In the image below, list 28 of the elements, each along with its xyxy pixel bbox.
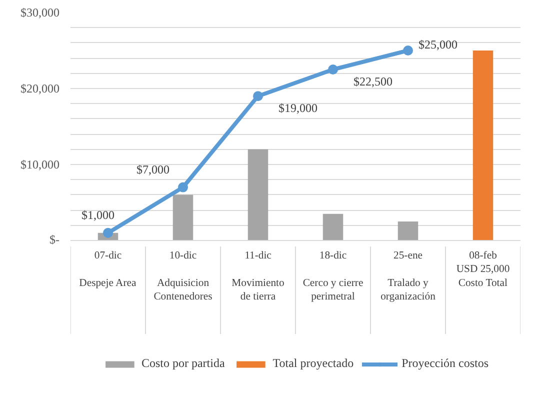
point (103, 228, 113, 238)
y-tick-label: $20,000 (20, 82, 60, 96)
y-tick-label: $30,000 (20, 6, 60, 20)
point (253, 91, 263, 102)
legend-label: Proyección costos (402, 356, 489, 371)
bar (172, 194, 194, 240)
point (178, 182, 188, 192)
data-label: $7,000 (136, 162, 170, 176)
data-label: $25,000 (418, 38, 458, 52)
data-label: $1,000 (82, 208, 114, 222)
bar (322, 214, 344, 240)
y-tick-label: $10,000 (20, 158, 60, 172)
y-tick-label: $- (50, 232, 60, 246)
data-label: $19,000 (278, 101, 318, 116)
point (403, 46, 413, 56)
category-label: 10-dic Adquisicion Contenedores (154, 250, 212, 302)
bar (472, 50, 494, 240)
point (328, 64, 338, 74)
data-label: $22,500 (354, 74, 392, 88)
x-tick-label: 08-feb USD 25,000 Costo Total (456, 250, 510, 289)
legend-label: Costo por partida (141, 356, 225, 371)
category-label: 25-ene Tralado y organización (380, 250, 436, 302)
legend-label: Total proyectado (272, 356, 354, 371)
category-label: 18-dic Cerco y cierre perimetral (302, 250, 364, 302)
bar (248, 149, 268, 240)
bar (398, 222, 418, 240)
category-label: 07-dic Despeje Area (79, 250, 136, 289)
category-label: 11-dic Movimiento de tierra (232, 250, 284, 302)
